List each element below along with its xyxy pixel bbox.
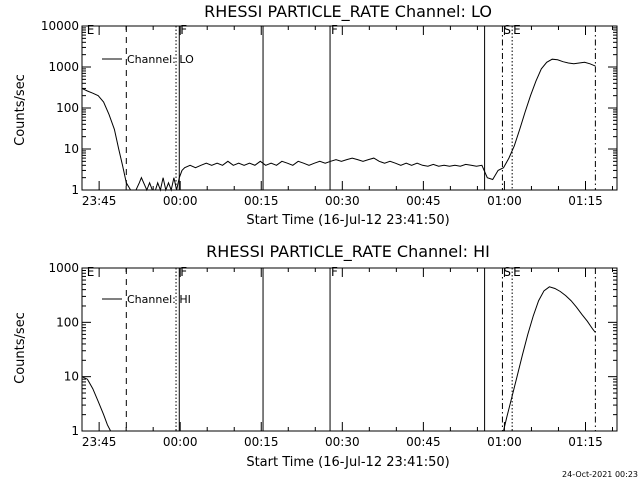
footer-timestamp: 24-Oct-2021 00:23	[562, 470, 638, 479]
panel-hi-xtick-label: 01:15	[568, 435, 603, 449]
panel-lo-ytick-label: 100	[56, 101, 79, 115]
panel-hi-event-marker-label: E	[87, 265, 95, 279]
panel-hi-event-marker-label: S	[503, 265, 511, 279]
panel-hi-series-line	[81, 286, 596, 432]
panel-lo-ytick-label: 1000	[48, 60, 79, 74]
panel-lo-event-marker-label: E	[87, 23, 95, 37]
panel-hi-xlabel: Start Time (16-Jul-12 23:41:50)	[246, 455, 449, 470]
panel-lo-xtick-label: 00:45	[406, 194, 441, 208]
panel-hi-ylabel: Counts/sec	[13, 312, 28, 384]
panel-hi-ytick-label: 10	[64, 370, 79, 384]
panel-hi-title: RHESSI PARTICLE_RATE Channel: HI	[206, 242, 490, 262]
panel-hi-legend-label: Channel: HI	[127, 293, 191, 306]
panel-lo-ytick-label: 10	[64, 142, 79, 156]
panel-lo-ytick-label: 1	[71, 183, 79, 197]
panel-lo: RHESSI PARTICLE_RATE Channel: LO Start T…	[13, 2, 618, 228]
panel-lo-title: RHESSI PARTICLE_RATE Channel: LO	[204, 2, 492, 22]
panel-hi-xtick-label: 23:45	[82, 435, 117, 449]
panel-lo-event-marker-label: F	[331, 23, 338, 37]
panel-lo-xtick-label: 01:15	[568, 194, 603, 208]
panel-lo-xlabel: Start Time (16-Jul-12 23:41:50)	[246, 213, 449, 228]
panel-lo-ylabel: Counts/sec	[13, 74, 28, 146]
panel-lo-event-marker-label: E	[513, 23, 521, 37]
panel-hi-event-marker-label: F	[331, 265, 338, 279]
panel-lo-series-line	[81, 58, 596, 192]
panel-lo-xtick-label: 00:30	[325, 194, 360, 208]
panel-hi-event-marker-label: E	[513, 265, 521, 279]
panel-lo-xtick-label: 01:00	[487, 194, 522, 208]
panel-lo-event-marker-label: S	[503, 23, 511, 37]
panel-lo-xtick-label: 00:00	[163, 194, 198, 208]
panel-lo-legend-label: Channel: LO	[127, 53, 194, 66]
panel-hi: RHESSI PARTICLE_RATE Channel: HI Start T…	[13, 242, 618, 470]
panel-hi-ytick-label: 100	[56, 315, 79, 329]
panel-lo-xtick-label: 00:15	[244, 194, 279, 208]
panel-hi-xtick-label: 00:00	[163, 435, 198, 449]
panel-lo-ytick-label: 10000	[41, 19, 79, 33]
panel-hi-ytick-label: 1	[71, 424, 79, 438]
panel-hi-xtick-label: 00:30	[325, 435, 360, 449]
panel-hi-xtick-label: 01:00	[487, 435, 522, 449]
panel-hi-ytick-label: 1000	[48, 261, 79, 275]
panel-hi-xtick-label: 00:45	[406, 435, 441, 449]
panel-hi-xtick-label: 00:15	[244, 435, 279, 449]
panel-hi-event-marker-label: F	[180, 265, 187, 279]
panel-lo-event-marker-label: F	[180, 23, 187, 37]
panel-lo-xtick-label: 23:45	[82, 194, 117, 208]
